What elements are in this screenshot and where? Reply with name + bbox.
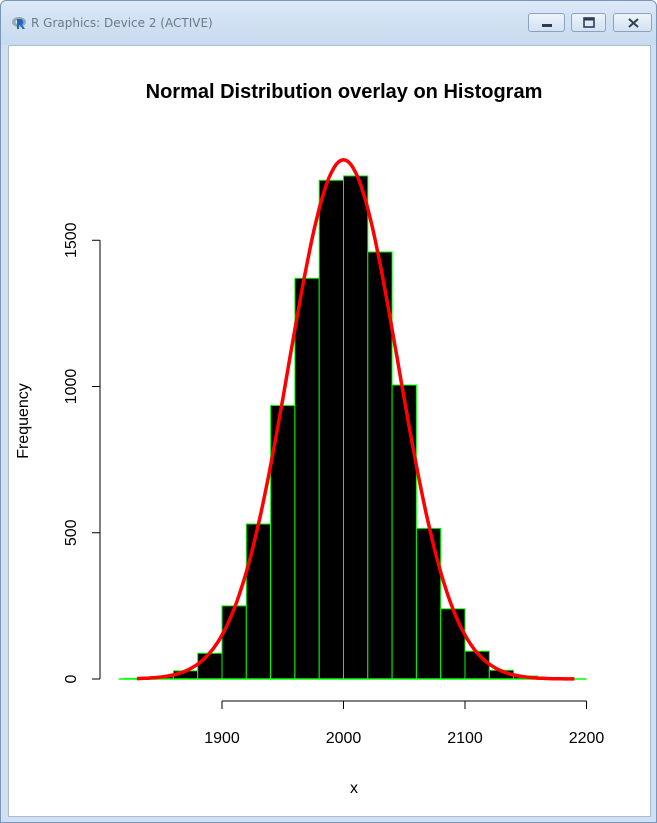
- histogram-chart: Normal Distribution overlay on Histogram…: [15, 81, 605, 797]
- chart-title: Normal Distribution overlay on Histogram: [146, 81, 543, 103]
- histogram-bar: [440, 608, 466, 680]
- y-tick-label: 0: [63, 674, 80, 683]
- x-axis-label: x: [350, 780, 358, 797]
- maximize-icon: [583, 17, 595, 28]
- histogram-bar: [415, 527, 442, 680]
- histogram-bar: [245, 523, 272, 680]
- x-tick-label: 2100: [447, 730, 483, 747]
- minimize-icon: [542, 24, 552, 27]
- histogram-bar: [294, 277, 320, 680]
- histogram-bar: [197, 652, 223, 680]
- r-logo-icon: [12, 17, 26, 29]
- y-tick-label: 500: [63, 519, 80, 546]
- x-tick-label: 1900: [204, 730, 240, 747]
- title-bar[interactable]: R Graphics: Device 2 (ACTIVE): [1, 1, 656, 45]
- histogram-bar: [221, 605, 247, 680]
- maximize-button[interactable]: [571, 13, 606, 32]
- y-tick-label: 1000: [63, 369, 80, 405]
- histogram-bar: [343, 175, 369, 680]
- plot-area: Normal Distribution overlay on Histogram…: [8, 45, 651, 817]
- y-tick-label: 1500: [63, 222, 80, 258]
- histogram-bar: [318, 179, 345, 680]
- close-icon: [628, 18, 639, 28]
- x-tick-label: 2000: [326, 730, 362, 747]
- x-tick-label: 2200: [569, 730, 605, 747]
- y-axis-label: Frequency: [15, 383, 32, 459]
- close-button[interactable]: [613, 13, 652, 32]
- normal-curve-line: [136, 158, 575, 681]
- minimize-button[interactable]: [528, 13, 565, 32]
- histogram-bar: [391, 384, 417, 680]
- window-title: R Graphics: Device 2 (ACTIVE): [31, 16, 213, 30]
